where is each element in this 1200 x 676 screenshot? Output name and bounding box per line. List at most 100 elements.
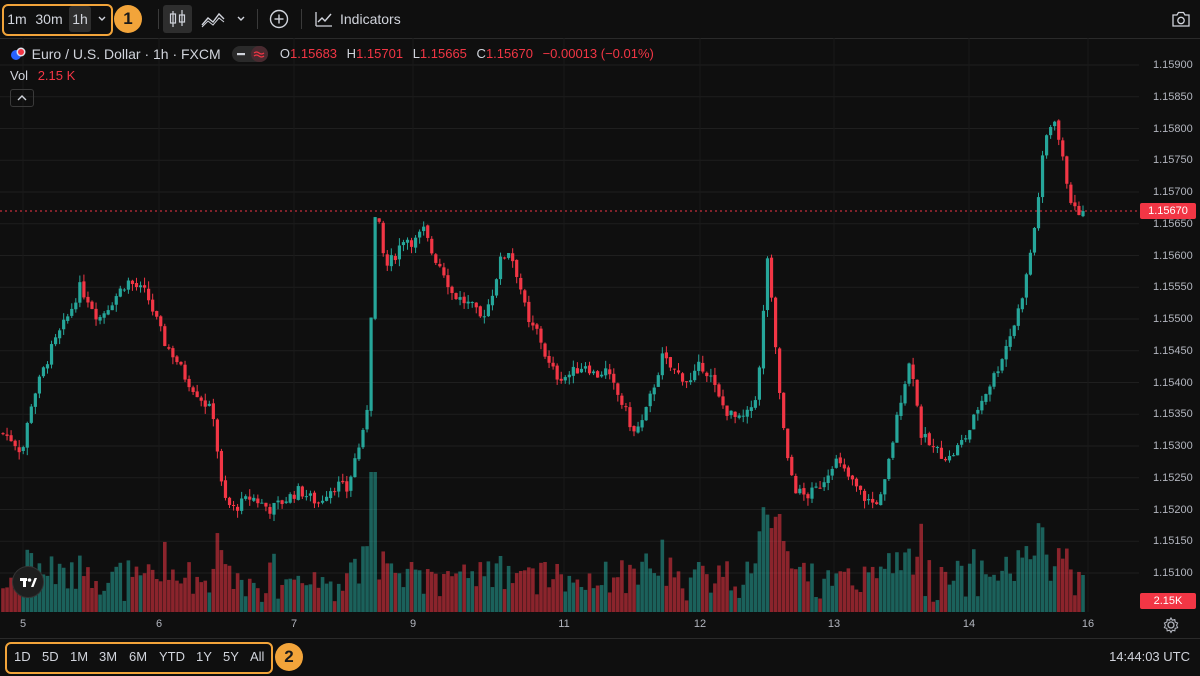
tradingview-logo[interactable]: [12, 566, 44, 598]
candle-body: [1024, 274, 1028, 298]
candle-body: [21, 447, 25, 451]
interval-30m-button[interactable]: 30m: [35, 11, 63, 27]
camera-icon[interactable]: [1170, 9, 1192, 29]
volume-bar: [425, 569, 430, 612]
volume-bar: [587, 573, 592, 612]
volume-bar: [239, 579, 244, 612]
candle-body: [304, 496, 308, 498]
candle-body: [527, 301, 531, 323]
candle-body: [879, 494, 883, 506]
interval-1m-button[interactable]: 1m: [7, 11, 27, 27]
candle-body: [90, 301, 94, 309]
utc-clock[interactable]: 14:44:03 UTC: [1109, 649, 1190, 664]
candle-body: [280, 500, 284, 505]
candle-body: [163, 326, 167, 347]
candle-body: [923, 434, 927, 438]
candle-body: [583, 366, 588, 369]
candle-body: [268, 507, 272, 514]
candle-body: [365, 409, 369, 430]
volume-bar: [842, 571, 847, 612]
range-5d-button[interactable]: 5D: [42, 649, 59, 664]
candle-body: [82, 281, 86, 298]
candle-body: [729, 410, 733, 416]
volume-bar: [280, 584, 284, 612]
range-1m-button[interactable]: 1M: [70, 649, 89, 664]
volume-bar: [713, 583, 717, 612]
candle-body: [551, 362, 555, 367]
volume-bar: [527, 567, 531, 612]
volume-bar: [231, 588, 236, 612]
price-scale[interactable]: 1.15900 1.15850 1.15800 1.15750 1.15700 1.156…: [1139, 38, 1200, 638]
volume-bar: [349, 562, 353, 612]
price-chart[interactable]: [0, 38, 1139, 612]
volume-bar: [110, 571, 115, 612]
candles-button[interactable]: [163, 5, 192, 33]
range-all-button[interactable]: All: [250, 649, 265, 664]
interval-1h-button[interactable]: 1h: [69, 6, 91, 32]
candle-body: [284, 501, 288, 503]
volume-bar: [539, 562, 543, 612]
volume-bar: [276, 598, 280, 612]
volume-bar: [583, 589, 588, 612]
gear-icon[interactable]: [1162, 616, 1180, 634]
candle-body: [300, 486, 304, 497]
candle-body: [794, 475, 798, 494]
volume-bar: [381, 551, 386, 612]
volume-bar: [672, 577, 677, 612]
candle-body: [422, 226, 426, 232]
volume-bar: [676, 571, 681, 612]
candle-body: [345, 481, 349, 492]
candle-body: [745, 409, 749, 417]
volume-bar: [264, 593, 268, 612]
candle-body: [183, 364, 187, 380]
volume-bar: [442, 574, 446, 612]
candle-body: [114, 296, 118, 305]
volume-bar: [700, 565, 705, 612]
range-5y-button[interactable]: 5Y: [223, 649, 239, 664]
legend-toggle[interactable]: [232, 45, 269, 62]
collapse-legend-button[interactable]: [10, 89, 34, 107]
candle-body: [543, 343, 547, 357]
candle-body: [118, 288, 122, 297]
volume-bar: [158, 581, 163, 612]
candle-body: [292, 494, 296, 499]
volume-bar: [340, 590, 345, 612]
range-6m-button[interactable]: 6M: [129, 649, 148, 664]
indicators-button[interactable]: Indicators: [312, 6, 402, 32]
candle-body: [523, 290, 527, 303]
range-1y-button[interactable]: 1Y: [196, 649, 212, 664]
volume-bar: [207, 592, 212, 612]
area-chart-icon[interactable]: [200, 9, 226, 29]
volume-bar: [870, 566, 875, 612]
candle-body: [195, 391, 199, 398]
candle-body: [13, 440, 17, 447]
volume-bar: [919, 523, 924, 612]
volume-bar: [939, 566, 944, 612]
chevron-down-icon[interactable]: [96, 14, 108, 24]
volume-bar: [555, 563, 559, 612]
candle-body: [264, 502, 268, 507]
volume-bar: [470, 571, 475, 612]
range-ytd-button[interactable]: YTD: [159, 649, 185, 664]
candle-body: [644, 406, 648, 421]
plus-circle-icon[interactable]: [268, 8, 290, 30]
candle-body: [442, 267, 446, 276]
candle-body: [830, 468, 834, 476]
candle-body: [369, 317, 373, 411]
candle-body: [316, 502, 321, 504]
range-1d-button[interactable]: 1D: [14, 649, 31, 664]
chevron-down-icon[interactable]: [235, 14, 247, 24]
volume-bar: [927, 560, 932, 612]
range-3m-button[interactable]: 3M: [99, 649, 118, 664]
symbol-title[interactable]: Euro / U.S. Dollar · 1h · FXCM: [31, 45, 221, 62]
candle-body: [1061, 140, 1065, 157]
volume-bar: [765, 514, 770, 612]
price-label: 1.15750: [1153, 154, 1193, 167]
volume-bar: [5, 587, 9, 612]
volume-bar: [320, 577, 325, 612]
price-label: 1.15250: [1153, 471, 1193, 484]
candle-body: [207, 403, 211, 406]
time-axis[interactable]: 5 6 7 9 11 12 13 14 16: [0, 612, 1139, 638]
candle-body: [511, 253, 515, 262]
volume-bar: [9, 577, 13, 612]
